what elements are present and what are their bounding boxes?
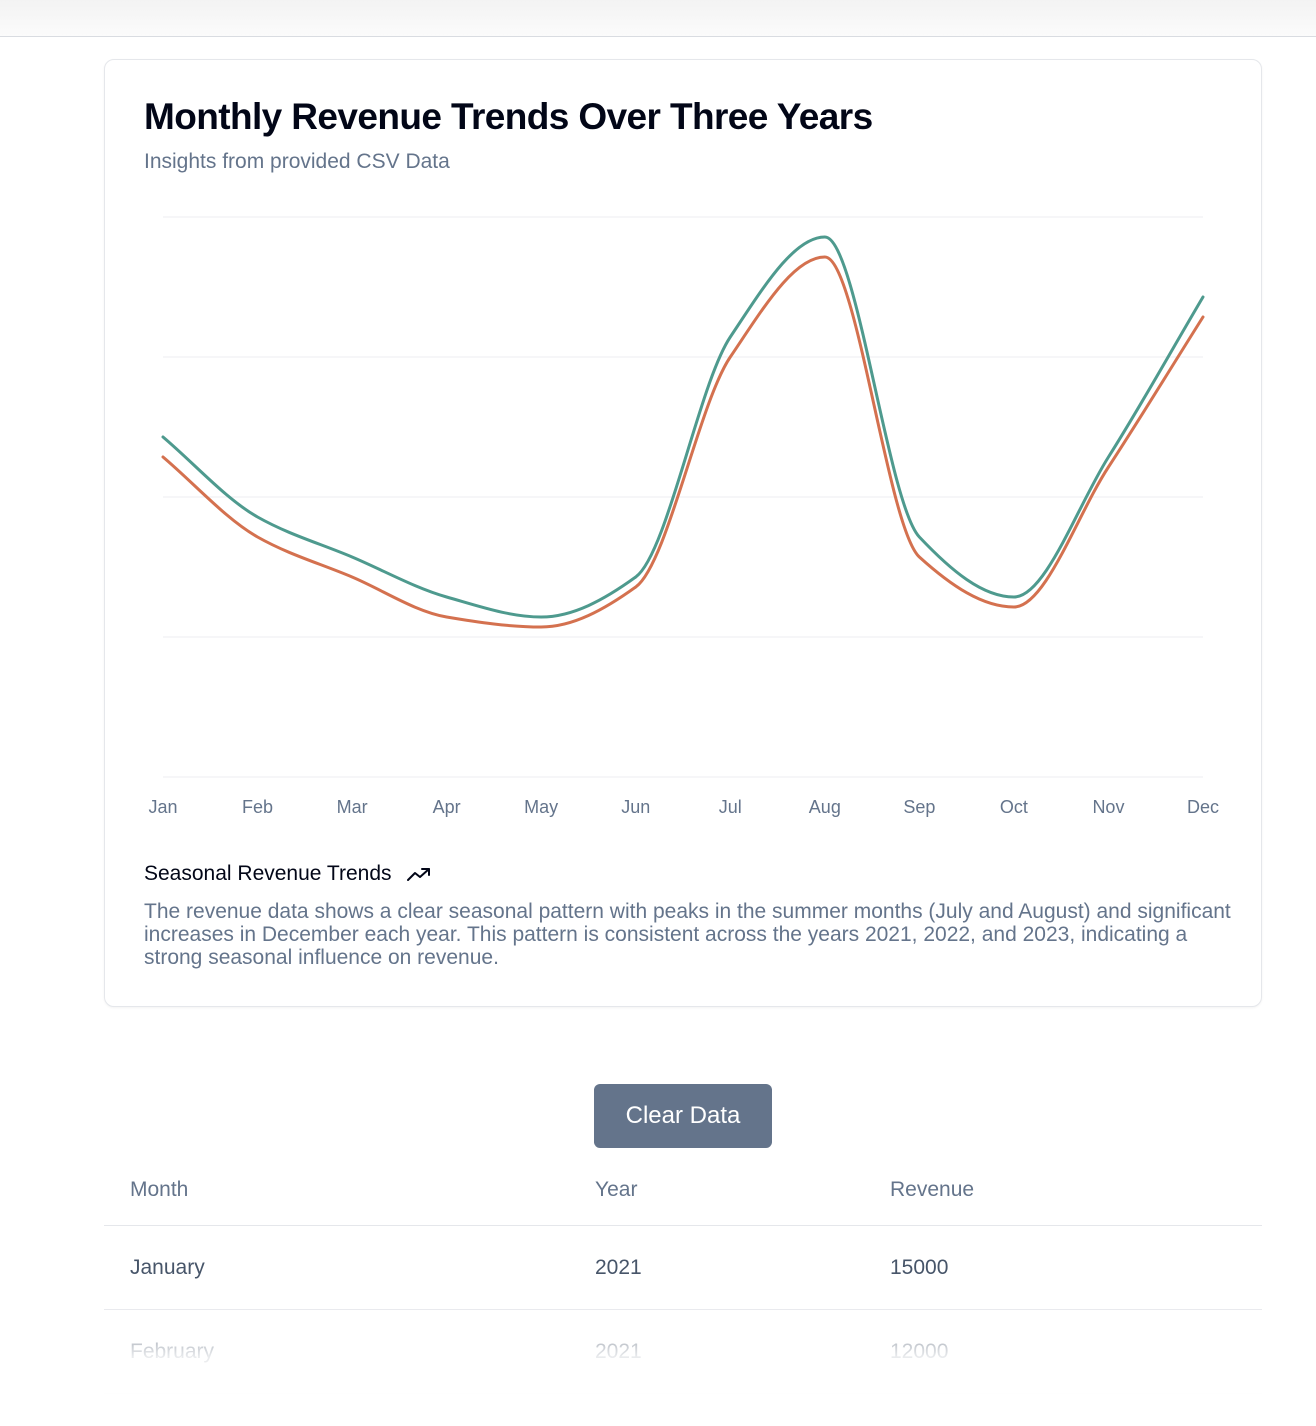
trending-up-icon [406,868,430,881]
chart-subtitle: Insights from provided CSV Data [144,150,450,173]
x-tick-label: Jul [719,797,742,817]
cell-year: 2021 [595,1339,642,1363]
browser-top-bar [0,0,1316,37]
line-chart: Jan Feb Mar Apr May Jun Jul Aug Sep Oct Nov Dec [148,216,1219,817]
x-tick-label: Mar [337,797,368,817]
x-tick-label: Dec [1187,797,1219,817]
x-tick-label: Jun [621,797,650,817]
revenue-table: Month Year Revenue January 2021 15000 Fe… [104,1160,1262,1394]
insight-title: Seasonal Revenue Trends [144,862,392,885]
x-tick-label: Oct [1000,797,1028,817]
cell-revenue: 12000 [890,1339,949,1363]
clear-data-button[interactable]: Clear Data [594,1084,772,1148]
table-row: January 2021 15000 [104,1226,1262,1310]
column-header-revenue: Revenue [890,1177,975,1201]
series-line-1 [161,235,1205,619]
cell-month: January [130,1255,205,1279]
cell-month: February [130,1339,215,1363]
chart-card: Monthly Revenue Trends Over Three Years … [104,59,1262,1007]
x-tick-label: Aug [809,797,841,817]
x-tick-label: Apr [433,797,461,817]
x-tick-label: Sep [903,797,935,817]
chart-title: Monthly Revenue Trends Over Three Years [144,96,873,137]
cell-revenue: 15000 [890,1255,949,1279]
x-tick-label: Nov [1092,797,1124,817]
series-line-2 [161,255,1205,629]
table-row: February 2021 12000 [104,1310,1262,1394]
x-tick-label: Jan [148,797,177,817]
column-header-month: Month [130,1177,189,1201]
cell-year: 2021 [595,1255,642,1279]
column-header-year: Year [595,1177,638,1201]
table-header-row: Month Year Revenue [104,1160,1262,1226]
insight-heading: Seasonal Revenue Trends [144,862,432,886]
x-tick-label: Feb [242,797,273,817]
x-tick-label: May [524,797,558,817]
insight-text: The revenue data shows a clear seasonal … [144,900,1231,969]
